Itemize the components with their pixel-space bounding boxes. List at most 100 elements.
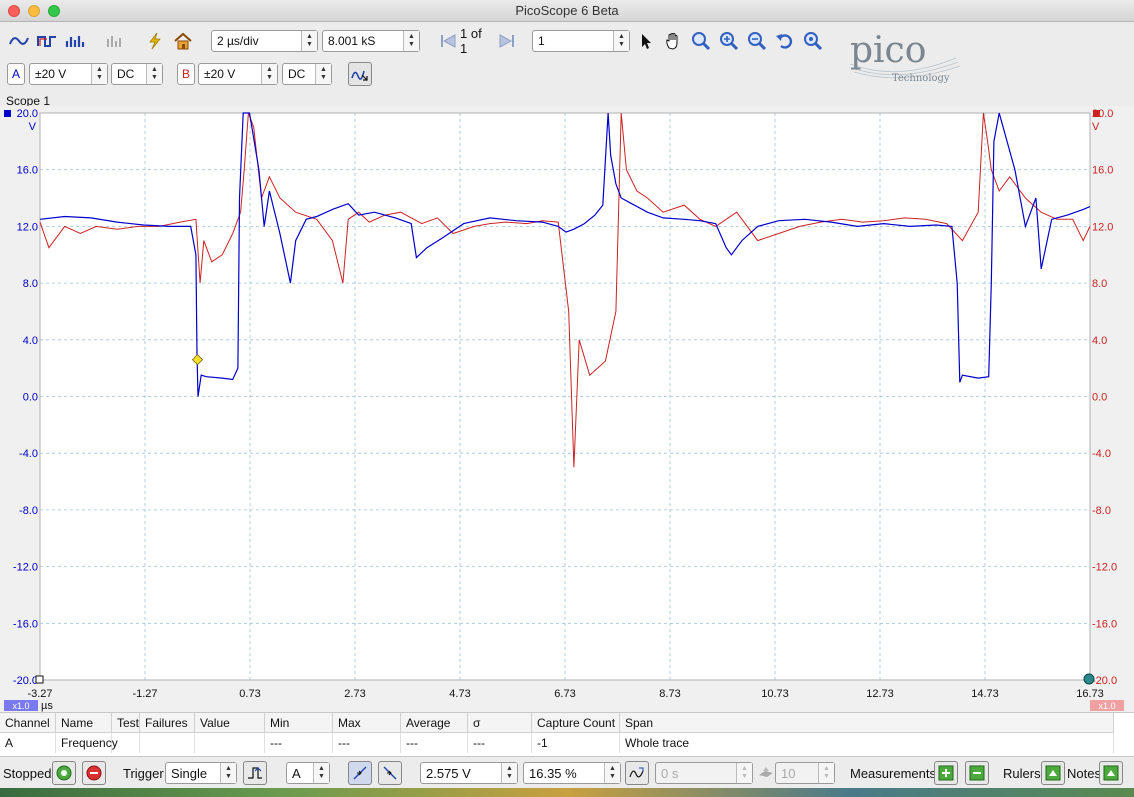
oscilloscope-plot[interactable]: 20.0 16.0 12.0 8.0 4.0 0.0 -4.0 -8.0 -12.0 -16.0 -… (0, 106, 1134, 712)
advanced-trigger-icon[interactable] (243, 761, 267, 785)
stop-button[interactable] (82, 761, 106, 785)
rising-edge-icon[interactable] (348, 761, 372, 785)
y-tick-label-right: -12.0 (1092, 562, 1117, 574)
capture-count: 10 (781, 765, 796, 781)
samples-select[interactable]: 8.001 kS ▲ ▼ (322, 30, 420, 52)
channel-b-axis-marker[interactable] (1093, 110, 1100, 117)
channel-a-coupling-spinner[interactable]: ▲ ▼ (146, 64, 162, 84)
table-cell[interactable]: -1 (532, 733, 620, 753)
trigger-level-spinner[interactable]: ▲ ▼ (501, 763, 517, 783)
falling-edge-icon[interactable] (378, 761, 402, 785)
spectrum-mode-icon[interactable] (64, 30, 86, 52)
trigger-channel-select[interactable]: A ▲ ▼ (286, 762, 330, 784)
table-cell[interactable] (140, 733, 195, 753)
trigger-delay-input[interactable]: 0 s ▲ ▼ (655, 762, 753, 784)
pico-logo: pico Technology (838, 24, 1134, 94)
column-header[interactable]: Span (620, 713, 1114, 733)
zoom-overview-icon[interactable] (802, 30, 824, 52)
y-tick-label-right: -8.0 (1092, 505, 1111, 517)
pre-trigger-input[interactable]: 16.35 % ▲ ▼ (523, 762, 621, 784)
pre-trigger-spinner[interactable]: ▲ ▼ (604, 763, 620, 783)
table-cell[interactable]: Frequency (56, 733, 118, 753)
column-header[interactable]: Average (401, 713, 468, 733)
column-header[interactable]: Value (195, 713, 265, 733)
trigger-marker[interactable] (191, 354, 204, 366)
channel-a-axis-marker[interactable] (4, 110, 11, 117)
column-header[interactable]: Failures (140, 713, 195, 733)
table-cell[interactable]: A (0, 733, 56, 753)
channel-a-range-spinner[interactable]: ▲ ▼ (91, 64, 107, 84)
trigger-mode-select[interactable]: Single ▲ ▼ (165, 762, 237, 784)
column-header[interactable]: Max (333, 713, 401, 733)
channel-a-coupling-select[interactable]: DC ▲ ▼ (111, 63, 163, 85)
rulers-button[interactable] (1041, 761, 1065, 785)
table-cell[interactable]: --- (401, 733, 468, 753)
table-cell[interactable]: Whole trace (620, 733, 1114, 753)
undo-zoom-icon[interactable] (774, 30, 796, 52)
channel-options-icon[interactable] (104, 30, 126, 52)
trigger-mode-spinner[interactable]: ▲ ▼ (220, 763, 236, 783)
channel-b-range-spinner[interactable]: ▲ ▼ (261, 64, 277, 84)
channel-b-coupling-select[interactable]: DC ▲ ▼ (282, 63, 332, 85)
column-header[interactable]: Name (56, 713, 112, 733)
math-channels-icon[interactable] (348, 62, 372, 86)
table-cell[interactable] (112, 733, 140, 753)
zoom-out-icon[interactable] (746, 30, 768, 52)
table-cell[interactable]: --- (468, 733, 532, 753)
close-window-icon[interactable] (8, 5, 20, 17)
y-tick-label-left: 0.0 (23, 392, 38, 404)
zoom-in-icon[interactable] (718, 30, 740, 52)
trigger-delay-spinner[interactable]: ▲ ▼ (736, 763, 752, 783)
persistence-mode-icon[interactable] (36, 30, 58, 52)
pointer-tool-icon[interactable] (635, 30, 657, 52)
timebase-spinner[interactable]: ▲ ▼ (301, 31, 317, 51)
trigger-level-input[interactable]: 2.575 V ▲ ▼ (420, 762, 518, 784)
channel-b-button[interactable]: B (177, 63, 195, 85)
column-header[interactable]: Test (112, 713, 140, 733)
delete-measurement-button[interactable] (965, 761, 989, 785)
buffer-input-spinner[interactable]: ▲ ▼ (613, 31, 629, 51)
channel-b-coupling: DC (288, 67, 306, 81)
channel-a-button[interactable]: A (7, 63, 25, 85)
buffer-navigator: 1 of 1 (460, 26, 482, 56)
column-header[interactable]: σ (468, 713, 532, 733)
start-button[interactable] (52, 761, 76, 785)
channel-a-scale-badge (4, 700, 38, 711)
next-buffer-icon[interactable] (496, 30, 518, 52)
hand-tool-icon[interactable] (662, 30, 684, 52)
scope-tab[interactable]: Scope 1 (6, 94, 51, 108)
trigger-setup-icon[interactable] (144, 30, 166, 52)
scope-mode-icon[interactable] (8, 30, 30, 52)
zoom-window-icon[interactable] (48, 5, 60, 17)
home-icon[interactable] (172, 30, 194, 52)
table-cell[interactable]: --- (333, 733, 401, 753)
column-header[interactable]: Channel (0, 713, 56, 733)
x-axis-unit: µs (41, 700, 53, 712)
column-header[interactable]: Capture Count (532, 713, 620, 733)
x-tick-label: 6.73 (554, 688, 575, 700)
first-buffer-icon[interactable] (437, 30, 459, 52)
channel-b-coupling-spinner[interactable]: ▲ ▼ (315, 64, 331, 84)
x-tick-label: -3.27 (27, 688, 52, 700)
rapid-trigger-icon[interactable] (757, 761, 775, 785)
channel-b-range-select[interactable]: ±20 V ▲ ▼ (198, 63, 278, 85)
trigger-timing-icon[interactable] (625, 761, 649, 785)
ruler-handle[interactable] (1083, 673, 1095, 685)
capture-count-input[interactable]: 10 ▲ ▼ (775, 762, 835, 784)
column-header[interactable]: Min (265, 713, 333, 733)
trigger-channel-spinner[interactable]: ▲ ▼ (313, 763, 329, 783)
logo-subtitle: Technology (892, 73, 950, 84)
samples-spinner[interactable]: ▲ ▼ (403, 31, 419, 51)
buffer-input[interactable]: 1 ▲ ▼ (532, 30, 630, 52)
minimize-window-icon[interactable] (28, 5, 40, 17)
zoom-tool-icon[interactable] (690, 30, 712, 52)
add-measurement-button[interactable] (934, 761, 958, 785)
timebase-select[interactable]: 2 µs/div ▲ ▼ (211, 30, 318, 52)
origin-marker[interactable] (35, 675, 44, 684)
rulers-label: Rulers (1003, 765, 1041, 781)
capture-count-spinner[interactable]: ▲ ▼ (818, 763, 834, 783)
notes-button[interactable] (1099, 761, 1123, 785)
channel-a-range-select[interactable]: ±20 V ▲ ▼ (29, 63, 108, 85)
table-cell[interactable]: --- (265, 733, 333, 753)
table-cell[interactable] (195, 733, 265, 753)
